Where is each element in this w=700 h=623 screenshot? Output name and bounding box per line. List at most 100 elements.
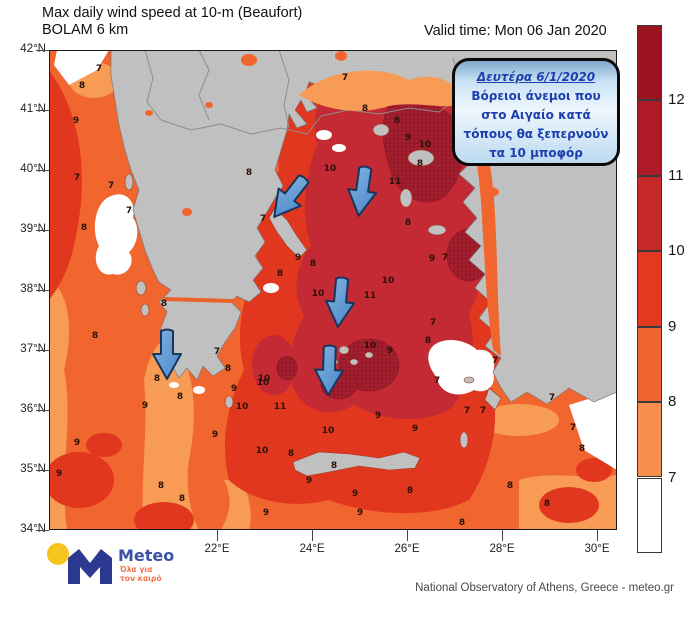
title-line1: Max daily wind speed at 10-m (Beaufort) xyxy=(42,5,303,21)
wind-arrow-icon xyxy=(152,328,182,380)
land-wind-patches xyxy=(145,51,501,356)
logo-m-icon xyxy=(68,549,112,584)
wind-value: 11 xyxy=(364,291,377,301)
lat-tick-label: 39°N xyxy=(20,223,46,235)
wind-value: 9 xyxy=(231,384,237,394)
lat-tick-label: 38°N xyxy=(20,283,46,295)
wind-value: 8 xyxy=(288,449,294,459)
wind-value: 8 xyxy=(92,331,98,341)
wind-value: 8 xyxy=(394,116,400,126)
lat-tick-label: 42°N xyxy=(20,43,46,55)
wind-value: 10 xyxy=(419,140,432,150)
lat-tick xyxy=(36,170,49,171)
legend-label: 8 xyxy=(668,393,677,411)
wind-value: 7 xyxy=(342,73,348,83)
lat-tick xyxy=(36,290,49,291)
annotation-heading: Δευτέρα 6/1/2020 xyxy=(476,70,596,84)
wind-value: 8 xyxy=(179,494,185,504)
lat-tick xyxy=(36,410,49,411)
wind-value: 9 xyxy=(357,508,363,518)
wind-value: 8 xyxy=(407,486,413,496)
wind-value: 9 xyxy=(142,401,148,411)
gulf-of-corinth xyxy=(162,297,234,303)
wind-value: 8 xyxy=(158,481,164,491)
wind-value: 7 xyxy=(96,64,102,74)
wind-value: 7 xyxy=(74,173,80,183)
lat-tick-label: 41°N xyxy=(20,103,46,115)
wind-value: 7 xyxy=(260,214,266,224)
logo-tagline: Όλα για τον καιρό xyxy=(120,565,162,583)
logo-name: Meteo xyxy=(118,546,175,565)
wind-value: 10 xyxy=(258,374,271,384)
wind-value: 8 xyxy=(81,223,87,233)
wind-value: 10 xyxy=(324,164,337,174)
legend-label: 9 xyxy=(668,317,677,335)
annotation-box: Δευτέρα 6/1/2020 Βόρειοι άνεμοι που στο … xyxy=(452,58,620,166)
logo-sun-icon xyxy=(47,543,69,565)
wind-value: 7 xyxy=(549,393,555,403)
wind-value: 9 xyxy=(56,469,62,479)
wind-value: 7 xyxy=(464,406,470,416)
wind-arrow-icon xyxy=(347,165,378,217)
logo-tagline-line1: Όλα για xyxy=(120,565,153,574)
legend-swatch xyxy=(637,251,662,327)
wind-value: 8 xyxy=(417,159,423,169)
lat-tick-label: 34°N xyxy=(20,523,46,535)
wind-value: 9 xyxy=(74,438,80,448)
wind-value: 9 xyxy=(352,489,358,499)
wind-value: 8 xyxy=(310,259,316,269)
wind-value: 10 xyxy=(382,276,395,286)
map-frame xyxy=(49,50,617,530)
wind-value: 9 xyxy=(212,430,218,440)
wind-value: 10 xyxy=(312,289,325,299)
wind-value: 7 xyxy=(480,406,486,416)
lat-tick-label: 37°N xyxy=(20,343,46,355)
legend-label: 11 xyxy=(668,166,684,184)
wind-value: 8 xyxy=(507,481,513,491)
legend-swatch xyxy=(637,402,662,478)
chart-title: Max daily wind speed at 10-m (Beaufort) … xyxy=(42,5,302,39)
wind-value: 11 xyxy=(389,177,402,187)
lon-tick-label: 24°E xyxy=(299,543,325,555)
lon-tick xyxy=(312,530,313,541)
lat-tick xyxy=(36,470,49,471)
legend-swatch xyxy=(637,100,662,176)
wind-value: 8 xyxy=(154,374,160,384)
wind-value: 8 xyxy=(362,104,368,114)
lat-tick xyxy=(36,230,49,231)
wind-value: 9 xyxy=(387,346,393,356)
lon-tick xyxy=(407,530,408,541)
lat-tick-label: 40°N xyxy=(20,163,46,175)
wind-value: 8 xyxy=(277,269,283,279)
valid-time-label: Valid time: Mon 06 Jan 2020 xyxy=(424,23,607,39)
wind-value: 8 xyxy=(405,218,411,228)
wind-arrow-icon xyxy=(273,174,310,218)
wind-arrows xyxy=(152,165,378,396)
lon-tick xyxy=(597,530,598,541)
lon-tick-label: 28°E xyxy=(489,543,515,555)
wind-value: 9 xyxy=(405,133,411,143)
wind-value: 7 xyxy=(430,318,436,328)
wind-value: 7 xyxy=(214,347,220,357)
wind-value: 8 xyxy=(225,364,231,374)
lon-tick-label: 26°E xyxy=(394,543,420,555)
wind-value: 11 xyxy=(274,402,287,412)
lon-tick-label: 30°E xyxy=(584,543,610,555)
lat-tick-label: 36°N xyxy=(20,403,46,415)
wind-value: 7 xyxy=(570,423,576,433)
lat-tick-label: 35°N xyxy=(20,463,46,475)
lat-tick xyxy=(36,50,49,51)
country-borders xyxy=(144,49,460,135)
legend-swatch xyxy=(637,175,662,252)
wind-arrow-icon xyxy=(325,276,356,328)
lon-tick xyxy=(217,530,218,541)
annotation-line: τόπους θα ξεπερνούν xyxy=(463,127,609,141)
credit-text: National Observatory of Athens, Greece -… xyxy=(415,582,674,594)
wind-value: 7 xyxy=(434,376,440,386)
annotation-line: Βόρειοι άνεμοι που xyxy=(471,89,601,103)
legend-swatch xyxy=(637,477,662,553)
legend-swatch xyxy=(637,25,662,101)
legend-label: 7 xyxy=(668,468,677,486)
